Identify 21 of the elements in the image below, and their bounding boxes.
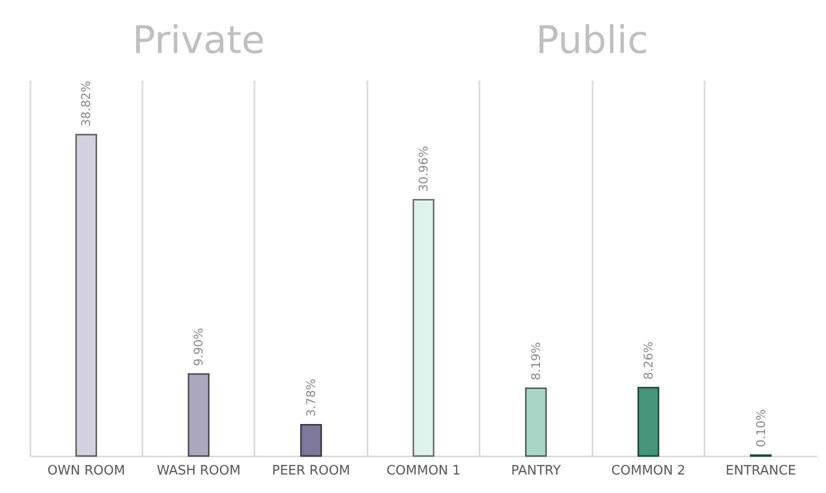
x-tick-label: PANTRY [511,464,561,478]
bar [637,386,660,457]
data-label: 8.19% [528,342,543,380]
text: Public [536,18,648,62]
bar [412,198,434,457]
bar [188,373,210,457]
x-tick-label: ENTRANCE [726,464,796,478]
x-tick-label: COMMON 2 [611,464,686,478]
bar [300,424,322,457]
x-tick-label: OWN ROOM [47,464,126,478]
data-label: 3.78% [304,378,318,417]
x-tick-label: WASH ROOM [156,464,241,478]
bar [525,387,547,457]
text: Private [132,18,265,62]
data-label: 9.90% [192,328,206,366]
data-label: 38.82% [79,80,94,127]
data-label: 0.10% [754,409,768,448]
x-tick-label: PEER ROOM [272,464,350,478]
data-label: 30.96% [416,146,430,192]
data-label: 8.26% [641,341,656,380]
x-tick-label: COMMON 1 [386,464,461,478]
